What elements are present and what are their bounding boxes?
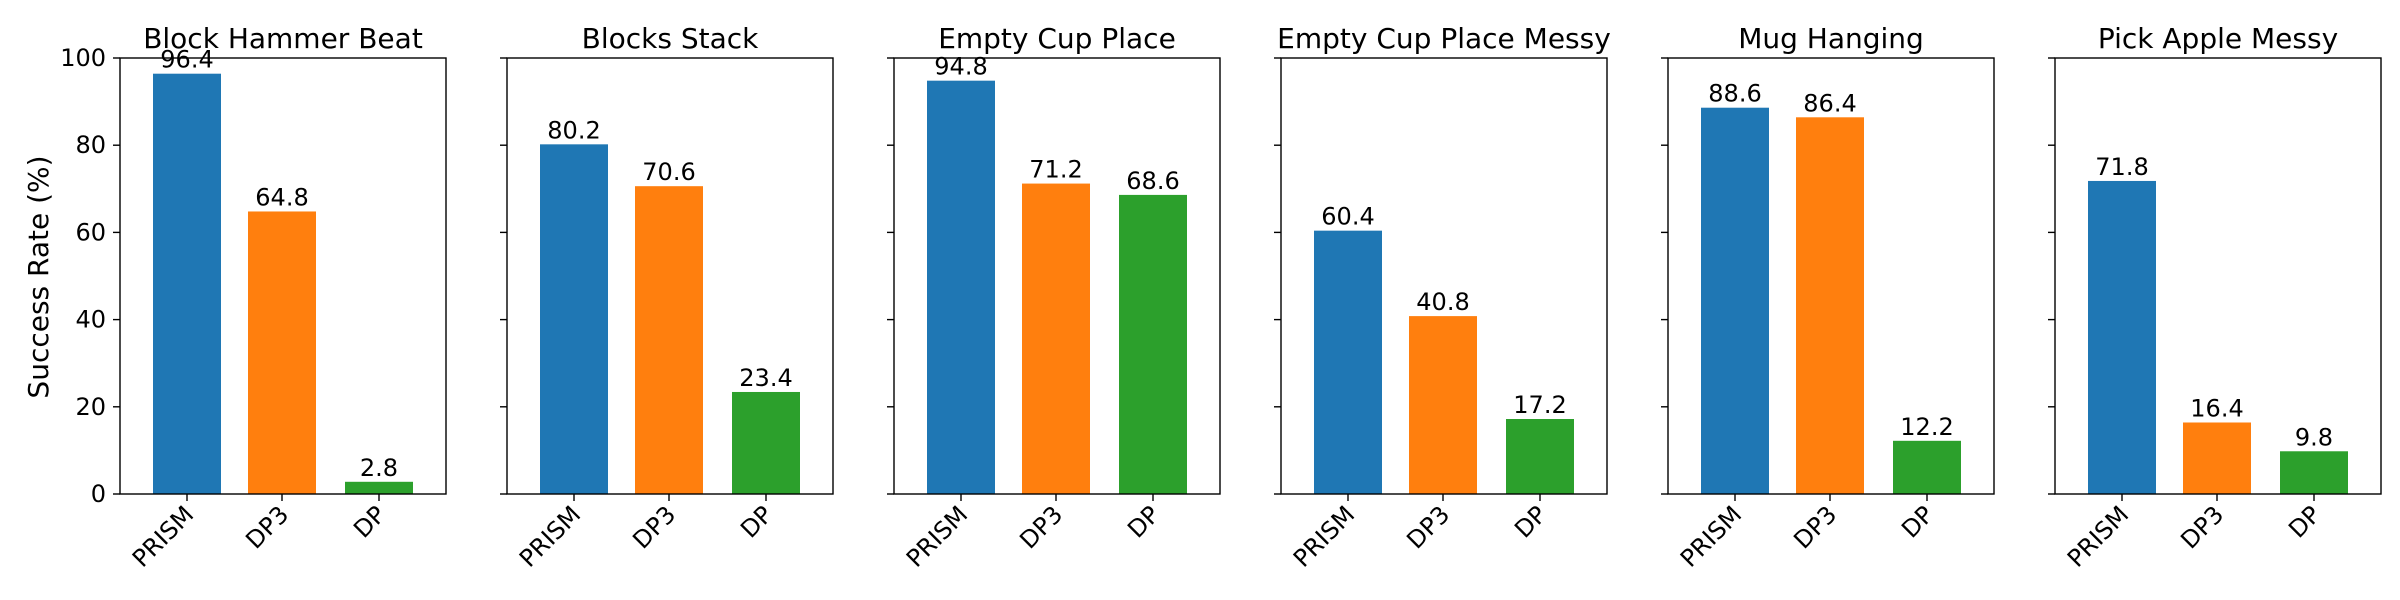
bar-dp3 bbox=[248, 211, 316, 495]
axes-frame bbox=[119, 57, 447, 495]
chart-panel: 71.8 PRISM 16.4 DP3 9.8 DP Pick Apple Messy bbox=[2048, 22, 2382, 573]
bar-dp bbox=[345, 481, 413, 494]
x-tick-label: PRISM bbox=[901, 500, 973, 572]
x-tick-label: DP3 bbox=[2175, 500, 2229, 554]
bar-value-label: 40.8 bbox=[1416, 288, 1469, 316]
bar-value-label: 9.8 bbox=[2295, 423, 2333, 451]
bar-value-label: 12.2 bbox=[1900, 413, 1953, 441]
bar-value-label: 71.2 bbox=[1029, 156, 1082, 184]
bar-prism bbox=[153, 73, 221, 495]
panel-title: Blocks Stack bbox=[582, 22, 760, 55]
x-tick-label: DP bbox=[1509, 500, 1552, 543]
chart-panel: 60.4 PRISM 40.8 DP3 17.2 DP Empty Cup Place Me… bbox=[1274, 22, 1611, 573]
bar-dp bbox=[1119, 194, 1187, 495]
x-tick-label: PRISM bbox=[514, 500, 586, 572]
bar-dp3 bbox=[1409, 316, 1477, 494]
bar-value-label: 68.6 bbox=[1126, 167, 1179, 195]
bar-prism bbox=[540, 144, 608, 494]
chart-panel: 80.2 PRISM 70.6 DP3 23.4 DP Blocks Stack bbox=[500, 22, 834, 573]
bar-dp3 bbox=[1796, 117, 1864, 495]
y-tick-label: 80 bbox=[75, 131, 106, 159]
bar-dp3 bbox=[2183, 422, 2251, 494]
x-tick-label: DP3 bbox=[627, 500, 681, 554]
panel-title: Block Hammer Beat bbox=[143, 22, 423, 55]
panel-title: Empty Cup Place Messy bbox=[1277, 22, 1611, 55]
chart-panel: 96.4 PRISM 64.8 DP3 2.8 DP 0 20 40 60 80 100 Block H… bbox=[60, 22, 447, 573]
bar-value-label: 17.2 bbox=[1513, 391, 1566, 419]
x-tick-label: DP bbox=[348, 500, 391, 543]
bar-prism bbox=[1314, 230, 1382, 494]
y-tick-label: 40 bbox=[75, 306, 106, 334]
bar-value-label: 94.8 bbox=[934, 53, 987, 81]
axes-frame bbox=[1280, 57, 1608, 495]
axes-frame bbox=[1667, 57, 1995, 495]
x-tick-label: DP3 bbox=[1014, 500, 1068, 554]
y-tick-label: 60 bbox=[75, 218, 106, 246]
y-tick-label: 0 bbox=[91, 480, 106, 508]
bar-value-label: 16.4 bbox=[2190, 394, 2243, 422]
bar-value-label: 96.4 bbox=[160, 46, 213, 74]
bar-value-label: 88.6 bbox=[1708, 80, 1761, 108]
bar-value-label: 2.8 bbox=[360, 454, 398, 482]
bar-dp3 bbox=[1022, 183, 1090, 494]
chart-panel: 94.8 PRISM 71.2 DP3 68.6 DP Empty Cup Place bbox=[887, 22, 1221, 573]
bar-dp bbox=[732, 391, 800, 494]
axes-frame bbox=[506, 57, 834, 495]
x-tick-label: DP3 bbox=[240, 500, 294, 554]
bar-dp3 bbox=[635, 186, 703, 494]
x-tick-label: PRISM bbox=[1675, 500, 1747, 572]
y-tick-label: 20 bbox=[75, 393, 106, 421]
axes-frame bbox=[2054, 57, 2382, 495]
x-tick-label: DP bbox=[2283, 500, 2326, 543]
bar-dp bbox=[1893, 440, 1961, 494]
y-axis-label: Success Rate (%) bbox=[22, 155, 55, 398]
chart-panel: 88.6 PRISM 86.4 DP3 12.2 DP Mug Hanging bbox=[1661, 22, 1995, 573]
bar-value-label: 60.4 bbox=[1321, 203, 1374, 231]
panel-title: Mug Hanging bbox=[1738, 22, 1924, 55]
bar-value-label: 70.6 bbox=[642, 158, 695, 186]
x-tick-label: DP3 bbox=[1788, 500, 1842, 554]
panel-title: Empty Cup Place bbox=[938, 22, 1176, 55]
bar-value-label: 64.8 bbox=[255, 183, 308, 211]
bar-prism bbox=[2088, 180, 2156, 494]
bar-value-label: 80.2 bbox=[547, 116, 600, 144]
bar-value-label: 23.4 bbox=[739, 364, 792, 392]
x-tick-label: PRISM bbox=[127, 500, 199, 572]
x-tick-label: DP bbox=[1122, 500, 1165, 543]
bar-dp bbox=[1506, 419, 1574, 494]
x-tick-label: PRISM bbox=[2062, 500, 2134, 572]
x-tick-label: DP bbox=[735, 500, 778, 543]
bar-value-label: 86.4 bbox=[1803, 89, 1856, 117]
bar-value-label: 71.8 bbox=[2095, 153, 2148, 181]
panel-title: Pick Apple Messy bbox=[2098, 22, 2338, 55]
axes-frame bbox=[893, 57, 1221, 495]
bar-prism bbox=[927, 80, 995, 494]
x-tick-label: DP3 bbox=[1401, 500, 1455, 554]
bar-dp bbox=[2280, 451, 2348, 494]
y-tick-label: 100 bbox=[60, 44, 106, 72]
x-tick-label: DP bbox=[1896, 500, 1939, 543]
bar-prism bbox=[1701, 107, 1769, 494]
x-tick-label: PRISM bbox=[1288, 500, 1360, 572]
